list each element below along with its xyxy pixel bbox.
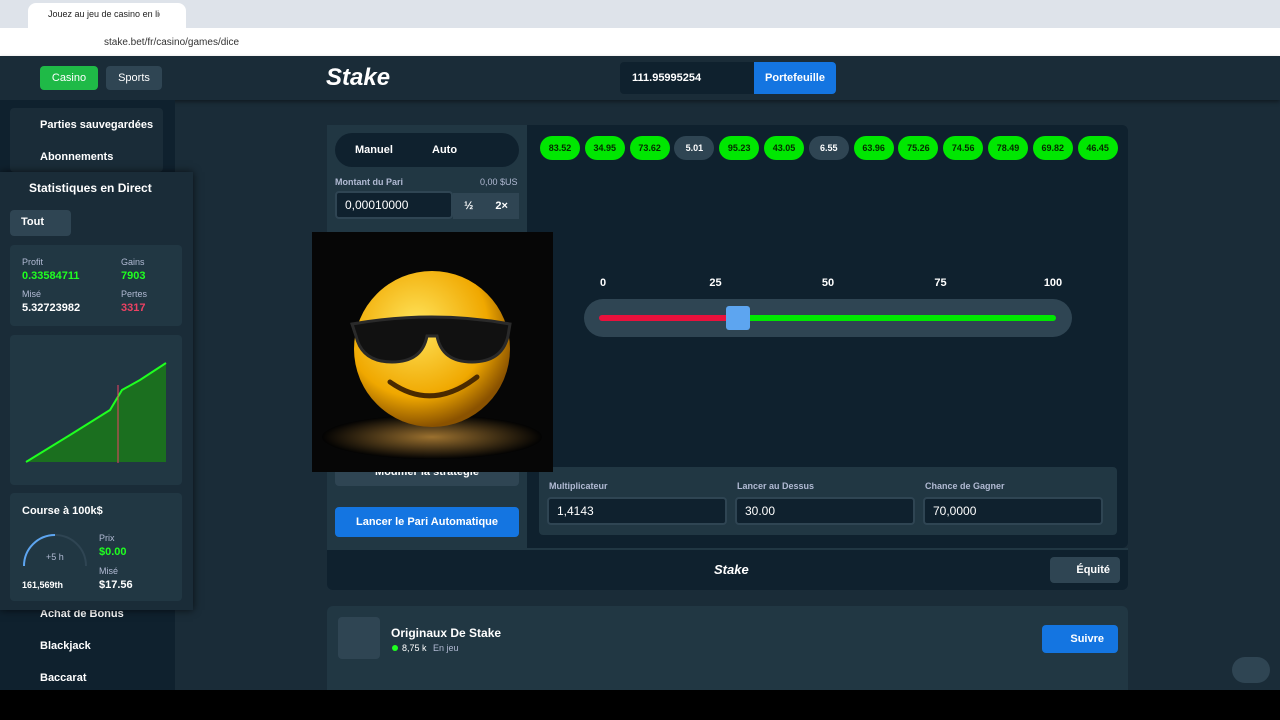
slider-win: [739, 315, 1056, 321]
result-pill: 95.23: [719, 136, 760, 160]
half-button[interactable]: ½: [464, 200, 474, 212]
url[interactable]: stake.bet/fr/casino/games/dice: [104, 37, 240, 48]
chart-line: [25, 362, 167, 463]
input-field[interactable]: 70,0000: [923, 497, 1103, 525]
sunglasses: [350, 315, 512, 364]
slider-tick: 100: [1043, 277, 1063, 289]
result-pill: 74.56: [943, 136, 984, 160]
tab-bar: [0, 0, 1280, 28]
profit: 0.33584711: [22, 270, 80, 282]
status: En jeu: [433, 643, 459, 653]
gauge-progress: [23, 534, 56, 567]
mode-switch: [335, 133, 519, 167]
profit-chart: [10, 335, 182, 485]
chart-area: [26, 363, 166, 462]
slider-tick: 75: [934, 277, 947, 289]
slider-tick: 50: [821, 277, 835, 289]
bottom-bar: [0, 690, 1280, 720]
face: [354, 271, 510, 427]
balance: 111.95995254: [632, 72, 702, 84]
input-field[interactable]: 30.00: [735, 497, 915, 525]
start-button[interactable]: Lancer le Pari Automatique: [335, 507, 519, 537]
bet-usd: 0,00 $US: [480, 177, 518, 187]
losses-label: Pertes: [121, 289, 148, 299]
slider-tick: 0: [599, 277, 607, 289]
profit-label: Profit: [22, 257, 44, 267]
result-pill: 63.96: [853, 136, 894, 160]
input-label: Chance de Gagner: [925, 481, 1005, 491]
result-pill: 75.26: [898, 136, 939, 160]
sidebar-item[interactable]: Blackjack: [40, 640, 91, 652]
footer-logo: Stake: [714, 562, 749, 577]
sidebar-item[interactable]: Baccarat: [40, 672, 87, 684]
support-button[interactable]: [1232, 657, 1270, 683]
bet-input[interactable]: 0,00010000: [335, 191, 453, 219]
wins: 7903: [121, 270, 146, 282]
race-box: [10, 493, 182, 601]
follow-button[interactable]: Suivre: [1042, 625, 1118, 653]
mode-manual[interactable]: Manuel: [355, 144, 393, 156]
wagered: 5.32723982: [22, 302, 81, 314]
sidebar-item[interactable]: Achat de Bonus: [40, 608, 124, 620]
wins-label: Gains: [121, 257, 145, 267]
slider-handle[interactable]: [726, 306, 750, 330]
fairness-button[interactable]: Équité: [1050, 557, 1120, 583]
smile: [387, 374, 480, 399]
stats-title: Statistiques en Direct: [29, 181, 152, 195]
originals-title: Originaux De Stake: [391, 626, 502, 640]
result-pill: 34.95: [584, 136, 625, 160]
result-pill: 73.62: [629, 136, 670, 160]
prize: $0.00: [99, 546, 127, 558]
status-dot: [392, 645, 398, 651]
mode-auto[interactable]: Auto: [432, 144, 458, 156]
result-pill: 69.82: [1032, 136, 1073, 160]
balance-box[interactable]: [620, 62, 754, 94]
result-pill: 43.05: [764, 136, 804, 160]
wallet-button[interactable]: Portefeuille: [754, 62, 836, 94]
originals-icon: [338, 617, 380, 659]
players: 8,75 k: [402, 643, 427, 653]
casino-tab[interactable]: Casino: [40, 66, 98, 90]
double-button[interactable]: 2×: [495, 200, 508, 212]
filter[interactable]: Tout: [10, 210, 71, 236]
wagered-label: Misé: [22, 289, 42, 299]
sidebar-group: [10, 108, 163, 172]
race-wagered-label: Misé: [99, 566, 119, 576]
glow: [322, 415, 542, 459]
slider-tick: 25: [709, 277, 722, 289]
race-rank: 161,569th: [22, 580, 64, 590]
originals-section: [327, 606, 1128, 690]
input-label: Multiplicateur: [549, 481, 608, 491]
input-field[interactable]: 1,4143: [547, 497, 727, 525]
address-bar: [0, 28, 1280, 56]
result-pill: 6.55: [808, 136, 849, 160]
tab[interactable]: [28, 3, 186, 28]
race-title: Course à 100k$: [22, 505, 103, 517]
race-time: +5 h: [46, 552, 64, 562]
game-footer: [327, 548, 1128, 590]
bet-label: Montant du Pari: [335, 177, 403, 187]
race-wagered: $17.56: [99, 579, 133, 591]
stats-box: [10, 245, 182, 326]
sidebar-item[interactable]: Abonnements: [40, 151, 114, 163]
result-pill: 78.49: [988, 136, 1028, 160]
emoji-overlay: [312, 232, 553, 472]
logo[interactable]: Stake: [326, 64, 391, 91]
losses: 3317: [121, 302, 146, 314]
result-pill: 5.01: [674, 136, 715, 160]
sidebar-item[interactable]: Parties sauvegardées: [40, 119, 154, 131]
result-pill: 83.52: [540, 136, 580, 160]
bet-modifiers: ½ 2×: [453, 193, 519, 219]
input-label: Lancer au Dessus: [737, 481, 815, 491]
prize-label: Prix: [99, 533, 115, 543]
sports-tab[interactable]: Sports: [106, 66, 162, 90]
race-gauge: [23, 534, 87, 567]
slider-lose: [599, 315, 739, 321]
tab-title: Jouez au jeu de casino en ligne: [48, 9, 160, 19]
result-pill: 46.45: [1077, 136, 1118, 160]
